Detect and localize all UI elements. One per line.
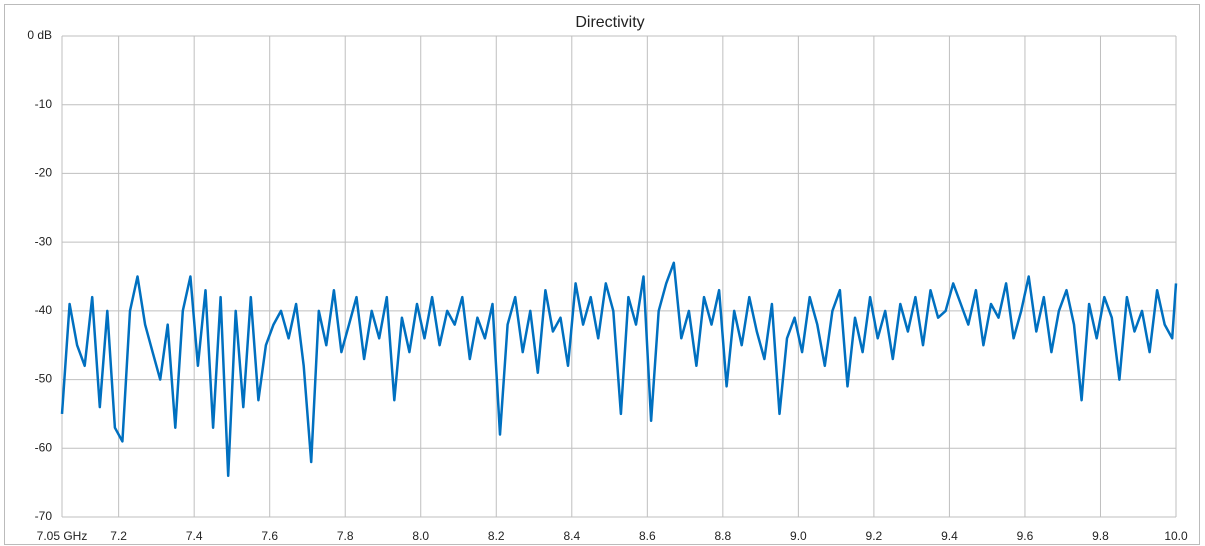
y-tick-label: -30 <box>35 234 53 248</box>
y-tick-label: -70 <box>35 509 53 523</box>
x-tick-label: 7.6 <box>261 529 278 543</box>
x-tick-label: 10.0 <box>1164 529 1188 543</box>
y-tick-label: -50 <box>35 372 53 386</box>
y-tick-label: -20 <box>35 166 53 180</box>
y-tick-label: -10 <box>35 97 53 111</box>
x-tick-label: 8.2 <box>488 529 505 543</box>
chart-frame <box>4 4 1200 545</box>
y-tick-label: 0 dB <box>27 28 52 42</box>
x-tick-label: 8.6 <box>639 529 656 543</box>
chart-title: Directivity <box>575 14 644 31</box>
y-tick-label: -60 <box>35 440 53 454</box>
x-tick-label: 8.4 <box>563 529 580 543</box>
x-tick-label: 8.0 <box>412 529 429 543</box>
x-tick-label: 9.2 <box>866 529 883 543</box>
x-tick-label: 8.8 <box>715 529 732 543</box>
x-tick-label: 7.05 GHz <box>37 529 88 543</box>
x-tick-label: 9.0 <box>790 529 807 543</box>
x-tick-label: 9.6 <box>1017 529 1034 543</box>
data-line <box>60 261 1178 478</box>
x-tick-label: 7.2 <box>110 529 127 543</box>
x-tick-label: 7.8 <box>337 529 354 543</box>
x-tick-label: 9.8 <box>1092 529 1109 543</box>
y-tick-label: -40 <box>35 303 53 317</box>
x-tick-label: 9.4 <box>941 529 958 543</box>
x-tick-label: 7.4 <box>186 529 203 543</box>
